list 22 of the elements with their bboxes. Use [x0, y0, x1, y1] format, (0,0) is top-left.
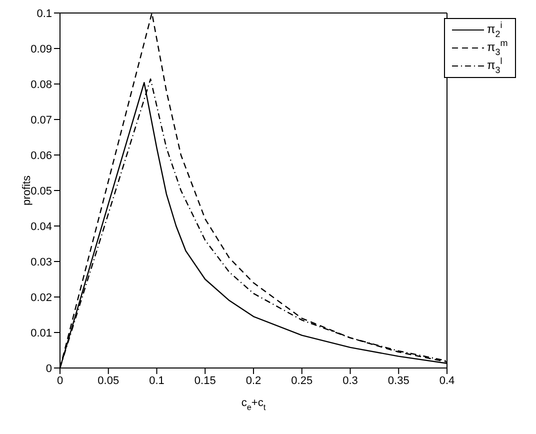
x-axis-title: c$_{e}$+c$_{t}$: [241, 397, 266, 412]
y-tick-label: 0.1: [36, 8, 52, 20]
x-tick-label: 0: [56, 374, 64, 387]
y-tick-label: 0.01: [30, 327, 52, 340]
x-tick-label: 0.05: [98, 374, 120, 387]
x-tick-label: 0.25: [291, 374, 313, 387]
x-tick-label: 0.3: [342, 374, 358, 387]
x-tick-label: 0.4: [439, 374, 455, 387]
y-axis-title: profits: [21, 175, 33, 206]
y-tick-label: 0.07: [30, 114, 52, 126]
y-tick-label: 0.05: [30, 185, 52, 198]
y-tick-label: 0.06: [30, 150, 52, 162]
x-tick-label: 0.1: [149, 374, 164, 387]
y-tick-label: 0.04: [30, 220, 52, 233]
y-tick-label: 0.02: [30, 292, 52, 304]
y-tick-label: 0.08: [30, 78, 52, 91]
y-tick-label: 0.09: [30, 43, 52, 56]
x-tick-label: 0.35: [388, 374, 410, 387]
x-tick-label: 0.2: [246, 374, 262, 387]
x-tick-label: 0.15: [194, 374, 216, 387]
y-tick-label: 0.03: [30, 256, 52, 268]
y-tick-label: 0: [46, 362, 52, 375]
